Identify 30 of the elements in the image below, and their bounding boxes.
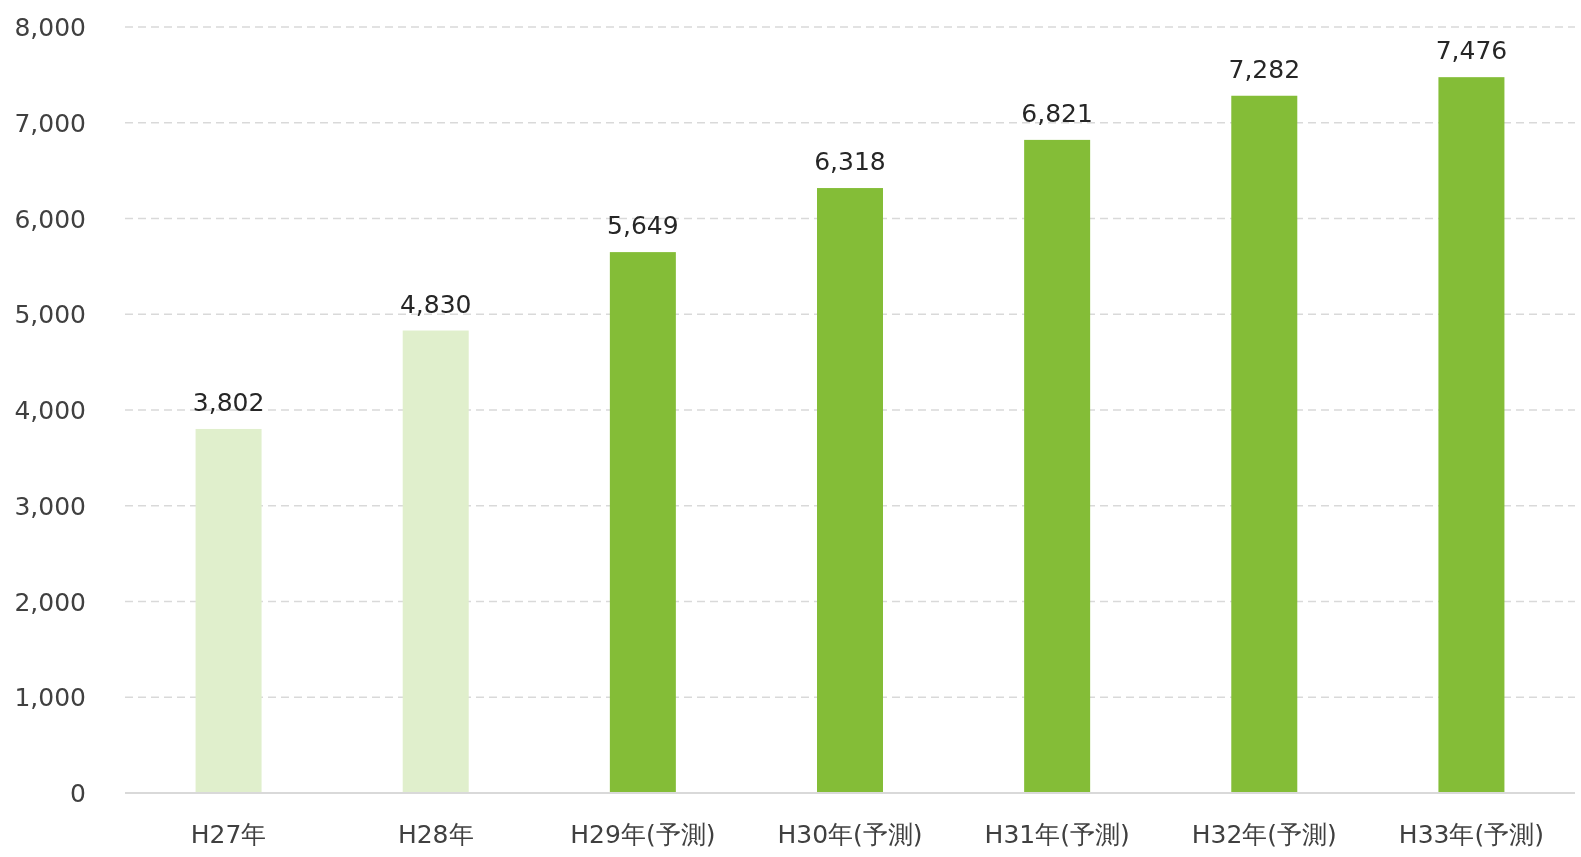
bar [1438,77,1505,793]
data-label: 3,802 [192,387,265,417]
bar [195,428,262,793]
bar [1231,95,1298,793]
y-tick-label: 8,000 [14,13,86,42]
x-tick-label: H30年(予測) [777,820,923,849]
x-tick-label: H29年(予測) [570,820,716,849]
bar [609,252,676,793]
x-tick-label: H32年(予測) [1191,820,1337,849]
y-tick-label: 3,000 [14,491,86,521]
y-tick-label: 5,000 [14,300,86,330]
bar [817,188,883,793]
y-tick-label: 0 [70,779,86,808]
x-tick-label: H28年 [397,820,474,849]
data-label: 4,830 [399,289,472,319]
y-tick-label: 2,000 [14,587,86,617]
bar [402,330,469,793]
data-label: 7,282 [1228,54,1301,84]
data-label: 6,318 [814,147,886,177]
data-label: 5,649 [607,211,679,241]
y-tick-label: 7,000 [14,108,86,138]
y-tick-label: 1,000 [14,683,86,713]
x-tick-label: H33年(予測) [1398,820,1544,849]
bar [1024,139,1091,793]
data-label: 7,476 [1435,36,1508,66]
y-tick-label: 6,000 [14,204,86,234]
data-label: 6,821 [1021,98,1093,128]
x-tick-label: H27年 [190,820,267,849]
x-tick-label: H31年(予測) [984,820,1130,849]
y-tick-label: 4,000 [14,396,86,425]
